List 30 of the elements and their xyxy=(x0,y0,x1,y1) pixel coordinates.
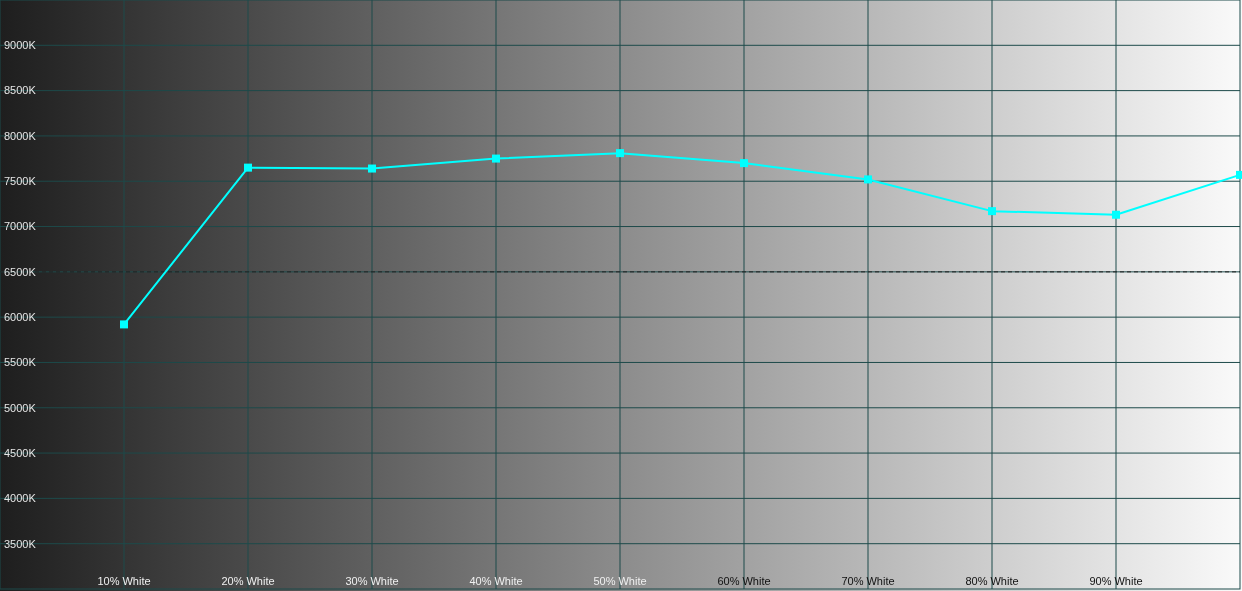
point xyxy=(368,164,376,173)
x-tick-label: 30% White xyxy=(345,575,399,587)
x-tick-label: 20% White xyxy=(221,575,275,587)
y-tick-label: 7000K xyxy=(4,220,37,233)
y-tick-label: 9000K xyxy=(4,39,37,52)
y-tick-label: 3500K xyxy=(4,537,37,550)
point xyxy=(988,207,996,216)
point xyxy=(244,163,252,172)
y-tick-label: 8500K xyxy=(4,84,37,97)
point xyxy=(864,175,872,184)
x-tick-label: 80% White xyxy=(965,575,1019,587)
x-tick-label: 60% White xyxy=(717,575,771,587)
y-tick-label: 7500K xyxy=(4,175,37,188)
y-tick-label: 6500K xyxy=(4,265,37,278)
y-tick-label: 8000K xyxy=(4,129,37,142)
point xyxy=(1112,210,1120,219)
x-tick-label: 40% White xyxy=(469,575,523,587)
y-tick-label: 5500K xyxy=(4,356,37,369)
point xyxy=(740,159,748,168)
y-tick-label: 5000K xyxy=(4,401,37,414)
y-tick-label: 4500K xyxy=(4,446,37,459)
point xyxy=(492,154,500,163)
point xyxy=(616,149,624,158)
x-tick-label: 70% White xyxy=(841,575,895,587)
point xyxy=(120,320,128,329)
x-tick-label: 50% White xyxy=(593,575,647,587)
x-tick-label: 90% White xyxy=(1089,575,1143,587)
y-tick-label: 4000K xyxy=(4,492,37,505)
y-tick-label: 6000K xyxy=(4,311,37,323)
x-tick-label: 10% White xyxy=(97,575,151,587)
